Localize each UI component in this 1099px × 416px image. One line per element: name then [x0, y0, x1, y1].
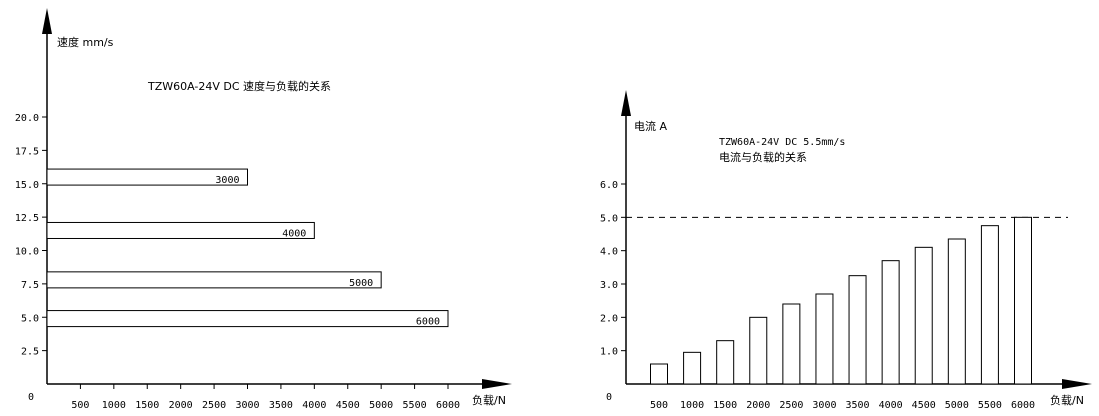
- left-x-tick-label: 3500: [269, 400, 293, 411]
- left-x-tick-label: 500: [71, 400, 89, 411]
- right-y-tick-label: 5.0: [600, 213, 618, 224]
- left-bar: [46, 271, 382, 289]
- right-bar: [881, 260, 900, 385]
- right-x-tick-label: 1000: [680, 400, 704, 411]
- right-y-tick-label: 3.0: [600, 280, 618, 291]
- left-y-tick-label: 5.0: [21, 313, 39, 324]
- right-y-tick-label: 2.0: [600, 313, 618, 324]
- right-bar: [947, 238, 966, 385]
- right-y-tick-label: 1.0: [600, 347, 618, 358]
- left-x-tick-label: 1000: [102, 400, 126, 411]
- right-bar: [815, 293, 834, 385]
- right-x-tick-label: 5500: [978, 400, 1002, 411]
- left-y-tick-label: 15.0: [15, 180, 39, 191]
- left-bar-label: 5000: [349, 278, 373, 289]
- right-x-ticks: 500 1000 1500 2000 2500 3000 3500 4000 4500 5000 5…: [650, 400, 1035, 411]
- right-x-axis-arrow: [1062, 379, 1092, 389]
- right-bar: [683, 351, 702, 385]
- right-bar: [914, 246, 933, 385]
- right-bar: [716, 340, 735, 385]
- speed-load-chart: 速度 mm/s TZW60A-24V DC 速度与负载的关系 负载/N 0 2.…: [15, 8, 512, 411]
- right-chart-title: TZW60A-24V DC 5.5mm/s: [719, 137, 845, 148]
- left-bar-label: 3000: [215, 175, 239, 186]
- right-y-ticks: 1.0 2.0 3.0 4.0 5.0 6.0: [600, 180, 626, 358]
- right-bar: [782, 303, 801, 385]
- left-chart-title: TZW60A-24V DC 速度与负载的关系: [147, 79, 331, 93]
- right-x-tick-label: 2000: [746, 400, 770, 411]
- right-bar: [980, 225, 999, 385]
- left-y-tick-label: 10.0: [15, 247, 39, 258]
- left-y-tick-label: 20.0: [15, 113, 39, 124]
- left-x-tick-label: 5000: [369, 400, 393, 411]
- right-x-tick-label: 6000: [1011, 400, 1035, 411]
- right-bar: [650, 363, 668, 385]
- right-x-tick-label: 4500: [912, 400, 936, 411]
- right-x-tick-label: 1500: [713, 400, 737, 411]
- left-y-tick-label: 7.5: [21, 280, 39, 291]
- right-y-tick-label: 4.0: [600, 247, 618, 258]
- left-bar-label: 4000: [282, 228, 306, 239]
- right-x-axis-label: 负载/N: [1050, 393, 1084, 407]
- right-bar: [1014, 216, 1032, 385]
- left-x-tick-label: 2000: [169, 400, 193, 411]
- left-x-tick-label: 2500: [202, 400, 226, 411]
- right-y-axis-label: 电流 A: [634, 119, 667, 133]
- right-x-tick-label: 5000: [945, 400, 969, 411]
- left-y-tick-label: 2.5: [21, 347, 39, 358]
- right-x-tick-label: 2500: [779, 400, 803, 411]
- left-x-tick-label: 5500: [403, 400, 427, 411]
- left-origin-label: 0: [28, 392, 34, 403]
- right-y-tick-label: 6.0: [600, 180, 618, 191]
- left-bars: 3000 4000 5000 6000: [46, 168, 449, 328]
- left-x-axis-arrow: [482, 379, 512, 389]
- current-load-chart: 电流 A TZW60A-24V DC 5.5mm/s 电流与负载的关系 负载/N…: [600, 90, 1092, 411]
- left-y-ticks: 2.5 5.0 7.5 10.0 12.5 15.0 17.5 20.0: [15, 113, 47, 358]
- right-bars: [650, 216, 1032, 385]
- left-x-tick-label: 4000: [302, 400, 326, 411]
- left-x-axis-label: 负载/N: [472, 393, 506, 407]
- left-y-axis-arrow: [42, 8, 52, 34]
- left-bar: [46, 310, 449, 328]
- right-origin-label: 0: [606, 392, 612, 403]
- left-y-tick-label: 17.5: [15, 146, 39, 157]
- left-x-tick-label: 3000: [235, 400, 259, 411]
- right-x-tick-label: 3500: [845, 400, 869, 411]
- left-bar: [46, 168, 248, 186]
- left-x-tick-label: 6000: [436, 400, 460, 411]
- left-x-tick-label: 4500: [336, 400, 360, 411]
- left-y-axis-label: 速度 mm/s: [57, 35, 114, 49]
- left-y-tick-label: 12.5: [15, 213, 39, 224]
- left-bar-label: 6000: [416, 317, 440, 328]
- left-x-tick-label: 1500: [135, 400, 159, 411]
- left-x-ticks: 500 1000 1500 2000 2500 3000 3500 4000 4500 5000 5…: [71, 384, 460, 411]
- right-x-tick-label: 3000: [812, 400, 836, 411]
- right-bar: [749, 316, 768, 385]
- right-y-axis-arrow: [621, 90, 631, 116]
- left-bar: [46, 221, 315, 239]
- right-x-tick-label: 4000: [879, 400, 903, 411]
- right-chart-subtitle: 电流与负载的关系: [719, 150, 807, 164]
- right-bar: [848, 275, 867, 385]
- right-x-tick-label: 500: [650, 400, 668, 411]
